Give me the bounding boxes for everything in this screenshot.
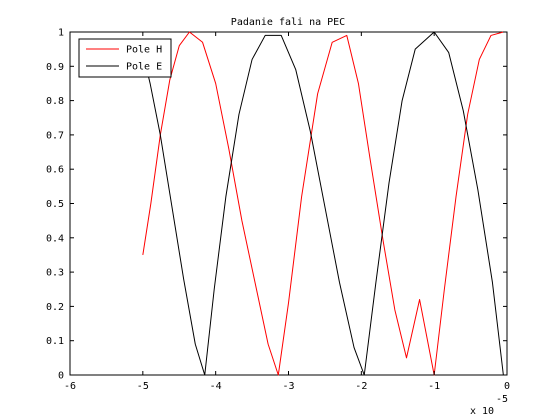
y-tick-label: 0.3 [46,268,64,279]
x-tick-label: -2 [355,381,367,392]
x-tick-label: -1 [428,381,440,392]
legend: Pole H Pole E [78,38,172,78]
series-line-1 [142,31,504,376]
x-tick-label: 0 [504,381,510,392]
legend-label-1: Pole H [126,45,162,56]
legend-box [78,38,172,78]
plot-area [69,31,508,376]
series-line-2 [142,31,504,376]
y-tick-label: 0.5 [46,199,64,210]
chart-title: Padanie fali na PEC [231,17,345,28]
x-multiplier-exponent: -5 [496,394,508,405]
legend-label-2: Pole E [126,62,162,73]
y-tick-label: 0.1 [46,336,64,347]
y-tick-label: 0 [58,371,64,382]
x-tick-label: -4 [210,381,222,392]
y-tick-label: 0.9 [46,62,64,73]
y-tick-label: 0.6 [46,165,64,176]
y-tick-label: 0.2 [46,302,64,313]
y-tick-label: 1 [58,28,64,39]
y-tick-label: 0.7 [46,130,64,141]
y-tick-label: 0.4 [46,233,64,244]
series-layer [142,31,504,376]
axis-layer: -6 -5 -4 -3 -2 -1 0 0 0.1 0.2 0.3 0.4 0.5 0.6 0.7 0.8 0.… [46,28,510,393]
x-tick-label: -6 [64,381,76,392]
x-multiplier-base: x 10 [470,406,494,417]
y-tick-label: 0.8 [46,96,64,107]
x-tick-label: -5 [137,381,149,392]
x-tick-label: -3 [282,381,294,392]
